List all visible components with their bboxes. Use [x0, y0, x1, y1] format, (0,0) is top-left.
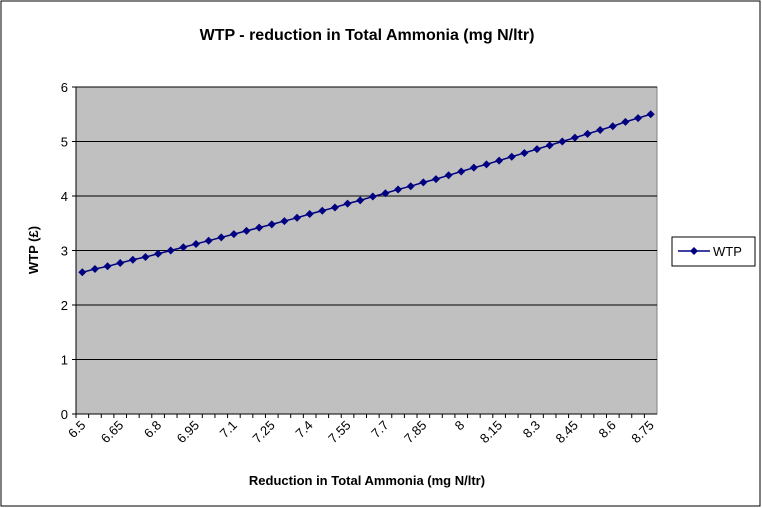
y-tick-label: 0 [61, 407, 68, 422]
marker [318, 206, 327, 215]
marker [305, 209, 314, 218]
marker [406, 182, 415, 191]
marker [128, 255, 137, 264]
y-tick-label: 1 [61, 353, 68, 368]
marker [179, 243, 188, 252]
legend-marker [690, 247, 698, 255]
marker [545, 141, 554, 150]
y-tick-label: 6 [61, 80, 68, 95]
marker [154, 249, 163, 258]
marker [457, 167, 466, 176]
marker [90, 265, 99, 274]
marker [103, 262, 112, 271]
marker [431, 175, 440, 184]
y-axis-label: WTP (£) [26, 226, 41, 274]
marker [217, 233, 226, 242]
marker [520, 148, 529, 157]
chart-title: WTP - reduction in Total Ammonia (mg N/l… [200, 27, 535, 44]
series-line [82, 113, 651, 274]
y-tick-label: 4 [61, 189, 68, 204]
marker [116, 259, 125, 268]
marker [482, 160, 491, 169]
marker [507, 152, 516, 161]
marker [368, 192, 377, 201]
marker [533, 145, 542, 154]
marker [634, 114, 643, 123]
y-tick-label: 5 [61, 135, 68, 150]
marker [229, 230, 238, 239]
marker [267, 220, 276, 229]
marker [78, 268, 87, 277]
marker [621, 117, 630, 126]
marker [608, 122, 617, 131]
marker [381, 189, 390, 198]
marker [495, 156, 504, 165]
marker [558, 137, 567, 146]
marker [242, 226, 251, 235]
y-tick-label: 2 [61, 298, 68, 313]
marker [419, 178, 428, 187]
marker [646, 110, 655, 119]
legend-label: WTP [713, 244, 742, 259]
marker [166, 246, 175, 255]
marker [204, 236, 213, 245]
marker [191, 239, 200, 248]
marker [394, 185, 403, 194]
marker [596, 126, 605, 135]
marker [255, 223, 264, 232]
marker [280, 217, 289, 226]
marker [293, 213, 302, 222]
marker [330, 203, 339, 212]
marker [583, 129, 592, 138]
y-tick-label: 3 [61, 244, 68, 259]
marker [356, 196, 365, 205]
marker [444, 171, 453, 180]
marker [469, 163, 478, 172]
marker [343, 199, 352, 208]
marker [141, 253, 150, 262]
x-axis-label: Reduction in Total Ammonia (mg N/ltr) [249, 473, 485, 488]
marker [570, 133, 579, 142]
